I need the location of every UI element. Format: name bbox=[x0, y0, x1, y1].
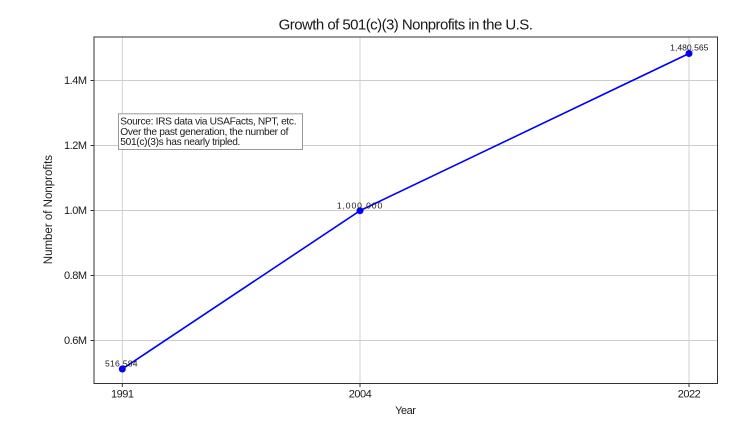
svg-text:2004: 2004 bbox=[349, 389, 372, 401]
svg-text:1.2M: 1.2M bbox=[64, 140, 87, 152]
svg-text:Source: IRS data via USAFacts,: Source: IRS data via USAFacts, NPT, etc. bbox=[120, 116, 296, 127]
svg-text:501(c)(3)s has nearly tripled.: 501(c)(3)s has nearly tripled. bbox=[120, 137, 240, 148]
svg-text:Over the past generation, the: Over the past generation, the number of bbox=[120, 127, 288, 138]
svg-text:1991: 1991 bbox=[111, 389, 134, 401]
svg-text:2022: 2022 bbox=[678, 389, 701, 401]
svg-text:1,000,000: 1,000,000 bbox=[337, 201, 383, 211]
svg-text:Growth of 501(c)(3) Nonprofits: Growth of 501(c)(3) Nonprofits in the U.… bbox=[279, 17, 533, 34]
svg-text:1.4M: 1.4M bbox=[64, 75, 87, 87]
svg-text:1.0M: 1.0M bbox=[64, 205, 87, 217]
svg-text:Year: Year bbox=[395, 405, 416, 417]
svg-text:0.6M: 0.6M bbox=[64, 335, 87, 347]
svg-text:Number of Nonprofits: Number of Nonprofits bbox=[43, 155, 55, 265]
svg-text:0.8M: 0.8M bbox=[64, 270, 87, 282]
svg-text:516,584: 516,584 bbox=[105, 358, 138, 368]
svg-text:1,480,565: 1,480,565 bbox=[670, 43, 708, 53]
